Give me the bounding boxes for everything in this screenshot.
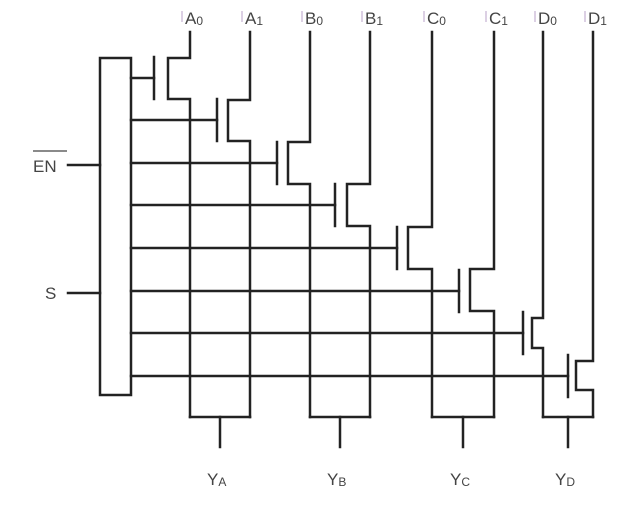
input-label-7: D1 <box>588 9 607 28</box>
input-label-2: B0 <box>305 9 323 28</box>
output-label-3: YD <box>555 470 575 489</box>
select-label: S <box>45 284 56 303</box>
transistor-channel-5 <box>468 30 496 419</box>
transistor-channel-2 <box>286 30 312 419</box>
output-label-2: YC <box>450 470 470 489</box>
decoder-block <box>98 56 133 397</box>
transistor-channel-4 <box>406 30 434 419</box>
input-label-1: A1 <box>245 9 263 28</box>
input-label-3: B1 <box>365 9 383 28</box>
input-label-4: C0 <box>427 9 446 28</box>
transistor-channel-7 <box>574 30 595 419</box>
input-label-6: D0 <box>538 9 557 28</box>
transistor-channel-1 <box>226 30 252 419</box>
transistor-channel-6 <box>530 30 545 419</box>
transistor-channel-0 <box>166 30 192 419</box>
input-label-5: C1 <box>489 9 508 28</box>
input-label-0: A0 <box>185 9 203 28</box>
enable-label: EN <box>33 157 57 176</box>
output-label-1: YB <box>327 470 346 489</box>
output-label-0: YA <box>207 470 226 489</box>
transistor-channel-3 <box>345 30 372 419</box>
